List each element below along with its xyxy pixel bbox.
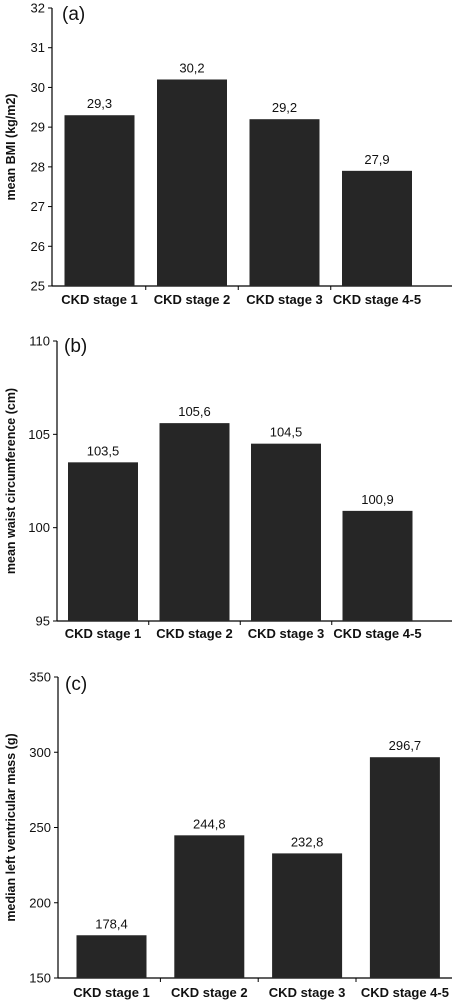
category-label: CKD stage 4-5	[333, 626, 421, 641]
y-tick-label: 105	[28, 427, 50, 442]
bar	[157, 79, 227, 286]
panel-label: (c)	[65, 674, 87, 695]
bar	[174, 835, 245, 978]
bar	[342, 170, 412, 286]
data-label: 30,2	[179, 60, 204, 75]
y-tick-label: 100	[28, 520, 50, 535]
data-label: 103,5	[87, 443, 120, 458]
y-tick-label: 150	[29, 971, 51, 986]
bar	[64, 115, 135, 286]
category-label: CKD stage 1	[73, 985, 150, 1000]
y-axis-title: mean BMI (kg/m2)	[4, 94, 18, 201]
y-tick-label: 30	[31, 80, 45, 95]
bar	[159, 423, 230, 621]
data-label: 296,7	[389, 738, 422, 753]
data-label: 232,8	[291, 834, 324, 849]
bar	[251, 443, 321, 621]
category-label: CKD stage 2	[156, 626, 233, 641]
bar	[369, 757, 440, 978]
bar	[249, 119, 320, 286]
data-label: 29,2	[272, 100, 297, 115]
y-tick-label: 200	[29, 895, 51, 910]
y-tick-label: 26	[31, 239, 45, 254]
y-tick-label: 25	[31, 279, 45, 294]
y-tick-label: 28	[31, 159, 45, 174]
panel-label: (b)	[64, 336, 87, 357]
y-tick-label: 31	[31, 40, 45, 55]
y-tick-label: 95	[36, 614, 50, 629]
data-label: 29,3	[87, 96, 112, 111]
category-label: CKD stage 3	[269, 985, 346, 1000]
panel-b: 95 100 105 110 103,5 CKD stage 1 105,6 CKD stag…	[4, 334, 452, 641]
data-label: 100,9	[361, 492, 394, 507]
category-label: CKD stage 1	[65, 626, 142, 641]
category-label: CKD stage 1	[61, 292, 138, 307]
data-label: 104,5	[270, 425, 303, 440]
y-axis-title: mean waist circumference (cm)	[4, 388, 18, 574]
category-label: CKD stage 3	[246, 292, 323, 307]
y-tick-label: 300	[29, 745, 51, 760]
category-label: CKD stage 3	[248, 626, 325, 641]
y-tick-label: 350	[29, 670, 51, 685]
y-tick-label: 110	[29, 334, 50, 349]
category-label: CKD stage 2	[154, 292, 231, 307]
data-label: 105,6	[178, 404, 211, 419]
y-tick-label: 32	[31, 1, 45, 16]
data-label: 244,8	[193, 816, 226, 831]
data-label: 178,4	[95, 916, 128, 931]
data-label: 27,9	[364, 152, 389, 167]
category-label: CKD stage 2	[171, 985, 248, 1000]
category-label: CKD stage 4-5	[361, 985, 449, 1000]
panel-label: (a)	[62, 4, 85, 25]
bar	[272, 853, 343, 978]
panel-c: 150 200 250 300 350 178,4 CKD stage 1 244,8 CKD …	[4, 670, 452, 1000]
panel-a: 25 26 27 28 29 30 31 32 29,3 CKD stage 1 30,2 CKD s…	[4, 1, 452, 307]
y-tick-label: 27	[31, 199, 45, 214]
y-tick-label: 29	[31, 120, 45, 135]
bar	[68, 462, 138, 621]
bar	[76, 935, 147, 978]
category-label: CKD stage 4-5	[333, 292, 421, 307]
bar	[342, 510, 413, 621]
y-tick-label: 250	[29, 820, 51, 835]
y-axis-title: median left ventricular mass (g)	[4, 733, 18, 921]
